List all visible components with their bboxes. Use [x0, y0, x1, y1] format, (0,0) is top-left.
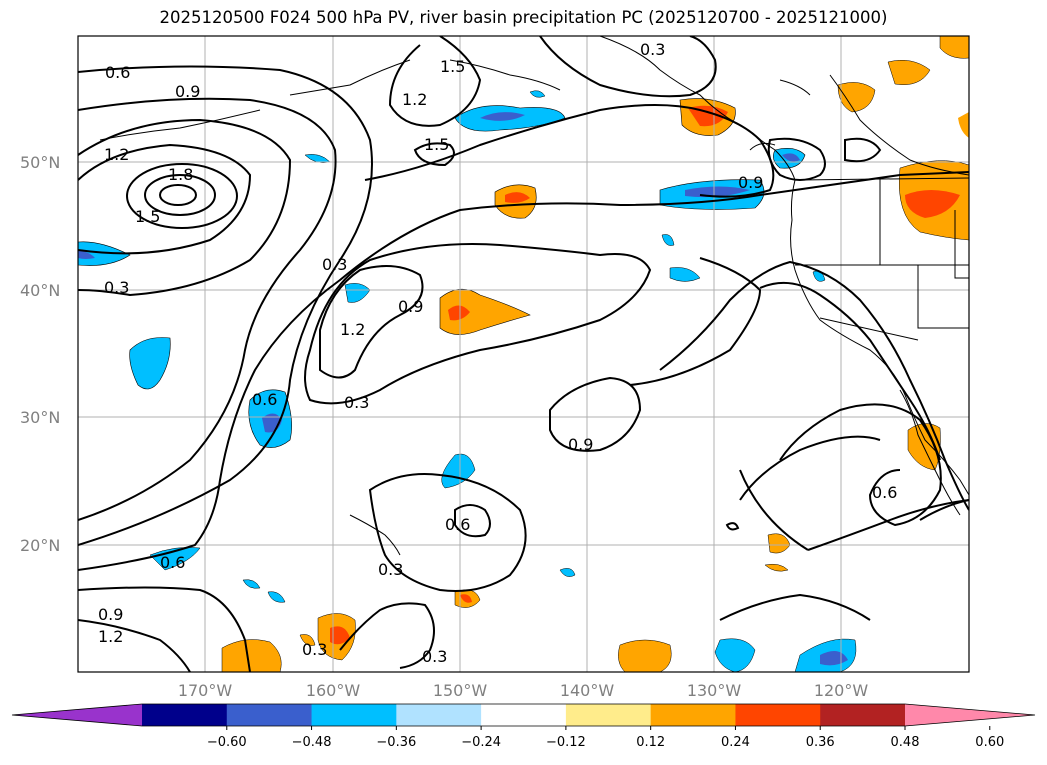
- contour-label: 0.9: [175, 82, 200, 101]
- contour-label: 0.6: [105, 63, 130, 82]
- lat-label-20n: 20°N: [20, 536, 60, 555]
- colorbar-tick-label: −0.48: [292, 735, 332, 750]
- colorbar-outline: [11, 703, 1036, 727]
- contour-labels: 0.6 0.9 1.2 1.8 1.5 0.3 1.2 0.9 0.6 0.3 …: [98, 40, 897, 666]
- colorbar-tick-label: 0.24: [721, 735, 750, 750]
- contour-label: 1.2: [104, 145, 129, 164]
- colorbar-tick-label: 0.36: [806, 735, 835, 750]
- lon-label-140w: 140°W: [560, 681, 615, 700]
- colorbar: −0.60 −0.48 −0.36 −0.24 −0.12 0.12 0.24 0.36 0.4…: [11, 703, 1036, 750]
- lon-label-170w: 170°W: [178, 681, 233, 700]
- contour-label: 0.6: [872, 483, 897, 502]
- colorbar-segment: [481, 704, 567, 726]
- colorbar-segment: [565, 704, 652, 726]
- longitude-labels: 170°W 160°W 150°W 140°W 130°W 120°W: [178, 681, 869, 700]
- contour-label: 1.5: [440, 57, 465, 76]
- colorbar-segment: [820, 704, 906, 726]
- colorbar-segment: [650, 704, 736, 726]
- contour-label: 0.3: [344, 393, 369, 412]
- contour-label: 1.2: [340, 320, 365, 339]
- map-title: 2025120500 F024 500 hPa PV, river basin …: [159, 8, 888, 27]
- contour-label: 0.3: [302, 640, 327, 659]
- contour-label: 0.3: [378, 560, 403, 579]
- lon-label-160w: 160°W: [306, 681, 361, 700]
- colorbar-tick-label: −0.60: [207, 735, 247, 750]
- contour-label: 0.9: [738, 173, 763, 192]
- lat-label-30n: 30°N: [20, 408, 60, 427]
- contour-label: 0.3: [104, 278, 129, 297]
- latitude-labels: 50°N 40°N 30°N 20°N: [20, 153, 60, 555]
- lat-label-40n: 40°N: [20, 281, 60, 300]
- colorbar-segment: [735, 704, 821, 726]
- contour-label: 1.2: [402, 90, 427, 109]
- colorbar-segment: [142, 704, 228, 726]
- contour-label: 0.3: [422, 647, 447, 666]
- colorbar-extend-min: [12, 704, 142, 726]
- colorbar-tick-label: −0.36: [376, 735, 416, 750]
- colorbar-segment: [396, 704, 482, 726]
- colorbar-extend-max: [905, 704, 1035, 726]
- contour-label: 1.5: [135, 207, 160, 226]
- colorbar-tick-label: 0.12: [636, 735, 665, 750]
- lon-label-130w: 130°W: [687, 681, 742, 700]
- lat-label-50n: 50°N: [20, 153, 60, 172]
- map-border: [77, 35, 970, 673]
- contour-label: 0.9: [98, 605, 123, 624]
- colorbar-tick-label: −0.12: [546, 735, 586, 750]
- coastlines: [99, 36, 969, 556]
- contour-label: 0.9: [398, 297, 423, 316]
- contour-label: 0.6: [445, 515, 470, 534]
- lon-label-150w: 150°W: [433, 681, 488, 700]
- contour-label: 0.6: [160, 553, 185, 572]
- contour-label: 0.3: [322, 255, 347, 274]
- colorbar-tick-label: −0.24: [461, 735, 501, 750]
- contour-label: 1.5: [424, 135, 449, 154]
- colorbar-segment: [226, 704, 313, 726]
- contour-label: 0.9: [568, 435, 593, 454]
- map-area: [78, 36, 969, 672]
- colorbar-tick-label: 0.48: [891, 735, 920, 750]
- contour-label: 0.3: [640, 40, 665, 59]
- contour-label: 1.8: [168, 165, 193, 184]
- lon-label-120w: 120°W: [814, 681, 869, 700]
- colorbar-segment: [311, 704, 397, 726]
- pv-contours: [78, 36, 969, 672]
- contour-label: 0.6: [252, 390, 277, 409]
- contour-label: 1.2: [98, 627, 123, 646]
- colorbar-tick-label: 0.60: [975, 735, 1004, 750]
